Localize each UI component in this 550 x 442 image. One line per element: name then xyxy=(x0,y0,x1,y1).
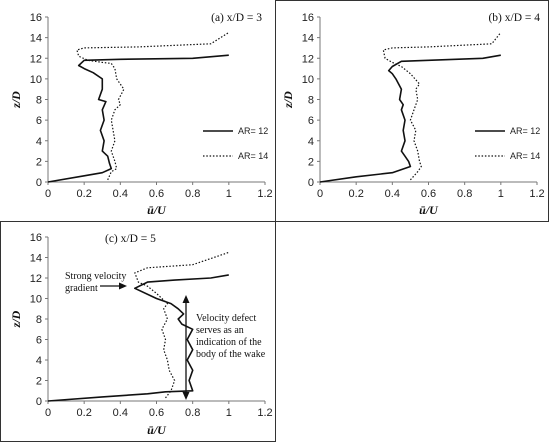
y-tick-label: 6 xyxy=(308,115,314,127)
y-axis-label: z/D xyxy=(9,310,23,328)
series-line-ar12 xyxy=(47,274,229,402)
wake-arrowhead-bottom xyxy=(182,392,190,400)
y-tick-label: 16 xyxy=(302,12,314,24)
x-axis-label: ū/U xyxy=(147,423,167,437)
y-tick-label: 4 xyxy=(308,136,314,148)
x-tick-label: 0.8 xyxy=(185,407,200,419)
panel-c: 0 0.2 0.4 0.6 0.8 1 1.2 0 2 4 6 8 10 12 14 16 ū/U z/D (c) … xyxy=(9,232,273,437)
series-line-ar14 xyxy=(76,31,230,181)
y-tick-label: 12 xyxy=(30,53,42,65)
x-tick-label: 0.6 xyxy=(149,407,164,419)
x-tick-label: 0.2 xyxy=(349,188,364,200)
panel-b-border xyxy=(275,0,549,222)
x-axis-label: ū/U xyxy=(419,203,439,217)
x-tick-label: 0.4 xyxy=(113,188,128,200)
x-tick-label: 1 xyxy=(226,407,232,419)
x-tick-label: 0.4 xyxy=(385,188,400,200)
panel-b: 0 0.2 0.4 0.6 0.8 1 1.2 0 2 4 6 8 10 12 14 16 ū/U z/D (b) … xyxy=(281,12,545,217)
y-tick-label: 8 xyxy=(36,314,42,326)
panel-a: 0 0.2 0.4 0.6 0.8 1 1.2 0 2 4 6 8 10 12 14 16 ū/U z/D (a) … xyxy=(9,12,273,217)
x-tick-label: 0.2 xyxy=(77,188,92,200)
y-tick-label: 0 xyxy=(36,396,42,408)
y-tick-label: 14 xyxy=(302,33,314,45)
x-tick-label: 1.2 xyxy=(257,188,272,200)
annotation-wake-text: body of the wake xyxy=(196,349,266,360)
x-tick-label: 1.2 xyxy=(257,407,272,419)
annotation-wake-text: serves as an xyxy=(196,325,244,336)
panel-title: (b) x/D = 4 xyxy=(488,12,540,24)
x-tick-label: 0.8 xyxy=(457,188,472,200)
y-tick-label: 12 xyxy=(30,273,42,285)
y-tick-label: 2 xyxy=(36,376,42,388)
annotation-wake-text: indication of the xyxy=(196,337,262,348)
legend-label: AR= 12 xyxy=(510,126,540,136)
x-tick-label: 0 xyxy=(317,188,323,200)
y-tick-label: 0 xyxy=(36,177,42,189)
y-tick-label: 4 xyxy=(36,136,42,148)
panel-title: (a) x/D = 3 xyxy=(211,12,262,24)
y-tick-label: 14 xyxy=(30,253,42,265)
y-tick-label: 4 xyxy=(36,355,42,367)
y-tick-label: 8 xyxy=(36,95,42,107)
annotation-gradient-text: Strong velocity xyxy=(65,271,126,282)
x-tick-label: 0 xyxy=(45,407,51,419)
y-tick-label: 0 xyxy=(308,177,314,189)
x-tick-label: 0 xyxy=(45,188,51,200)
x-tick-label: 1 xyxy=(498,188,504,200)
y-tick-label: 6 xyxy=(36,335,42,347)
x-tick-label: 0.8 xyxy=(185,188,200,200)
y-tick-label: 2 xyxy=(308,156,314,168)
y-tick-label: 10 xyxy=(30,74,42,86)
series-line-ar12 xyxy=(47,54,229,183)
x-tick-label: 0.2 xyxy=(77,407,92,419)
annotation-arrowhead xyxy=(119,282,127,290)
y-tick-label: 2 xyxy=(36,156,42,168)
legend-label: AR= 12 xyxy=(238,126,268,136)
x-tick-label: 1 xyxy=(226,188,232,200)
y-tick-label: 14 xyxy=(30,33,42,45)
y-tick-label: 6 xyxy=(36,115,42,127)
y-axis-label: z/D xyxy=(9,91,23,109)
legend-label: AR= 14 xyxy=(510,151,540,161)
annotation-gradient-text: gradient xyxy=(65,283,98,294)
legend-label: AR= 14 xyxy=(238,151,268,161)
y-tick-label: 16 xyxy=(30,232,42,244)
panel-title: (c) x/D = 5 xyxy=(105,233,156,245)
x-tick-label: 0.6 xyxy=(149,188,164,200)
x-tick-label: 0.4 xyxy=(113,407,128,419)
y-tick-label: 10 xyxy=(302,74,314,86)
series-line-ar12 xyxy=(319,54,501,183)
x-tick-label: 0.6 xyxy=(421,188,436,200)
y-axis-label: z/D xyxy=(281,91,295,109)
x-axis-label: ū/U xyxy=(147,203,167,217)
y-tick-label: 10 xyxy=(30,294,42,306)
y-tick-label: 16 xyxy=(30,12,42,24)
y-tick-label: 8 xyxy=(308,95,314,107)
wake-arrowhead-top xyxy=(182,295,190,303)
annotation-wake-text: Velocity defect xyxy=(196,313,256,324)
series-line-ar14 xyxy=(382,32,502,181)
y-tick-label: 12 xyxy=(302,53,314,65)
x-tick-label: 1.2 xyxy=(529,188,544,200)
